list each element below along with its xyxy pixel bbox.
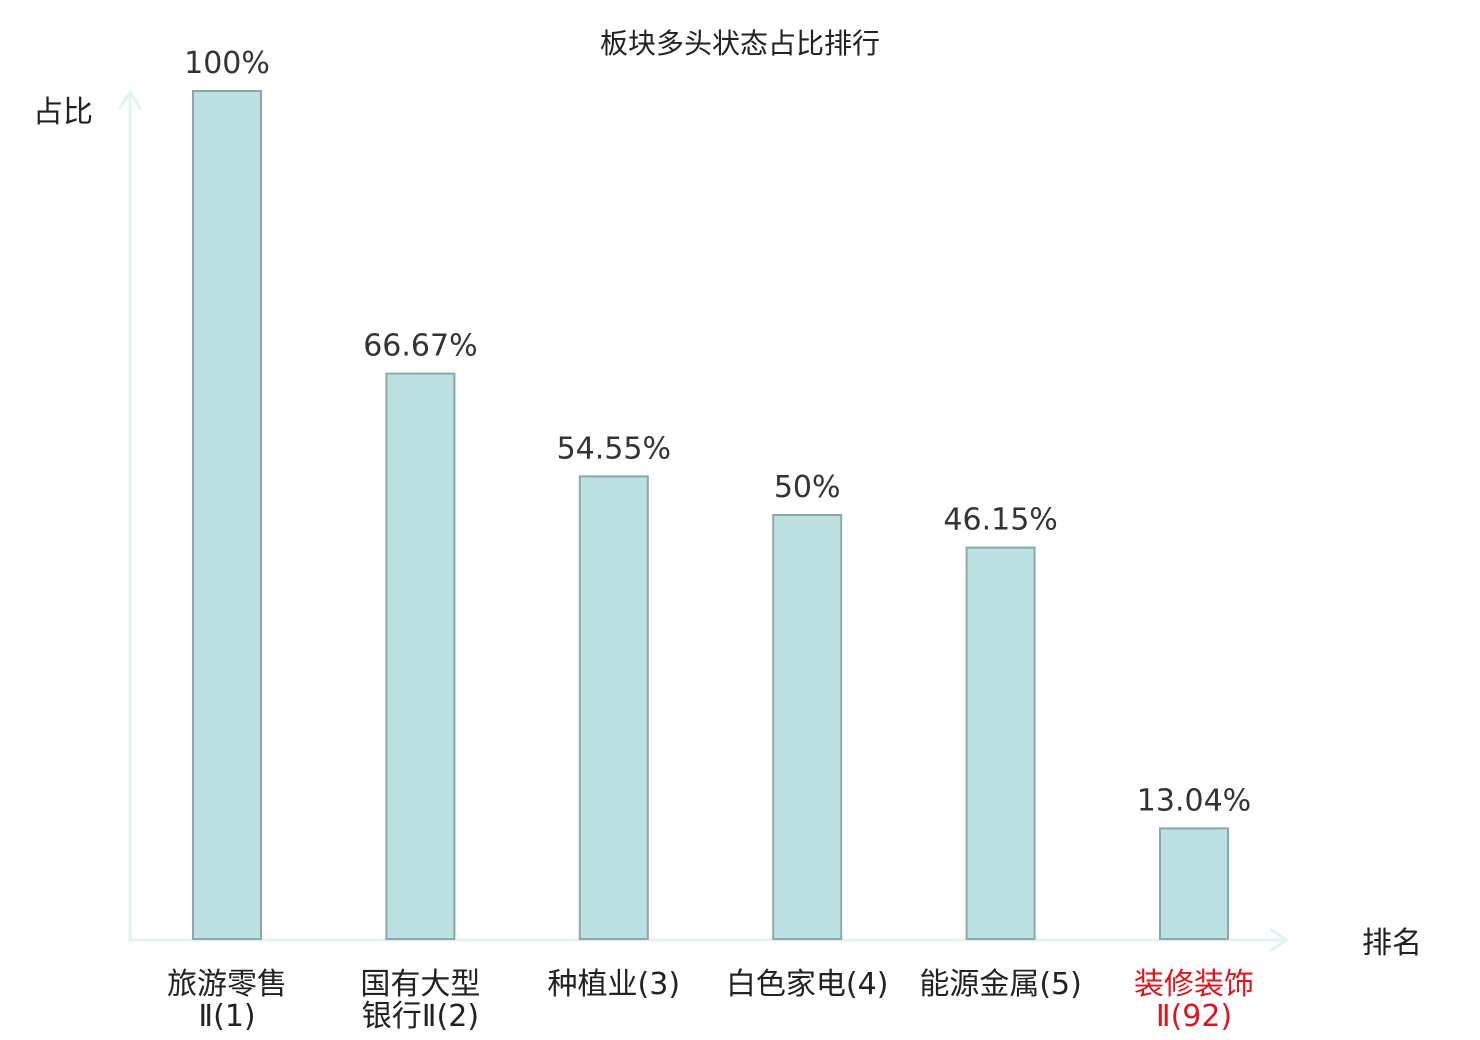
- bar-4: [772, 514, 843, 940]
- value-label-4: 50%: [774, 470, 841, 505]
- category-label-5: 能源金属(5): [919, 967, 1082, 1002]
- category-label-6-line2: Ⅱ(92): [1156, 999, 1232, 1034]
- value-label-2: 66.67%: [363, 329, 477, 364]
- category-label-1-line2: Ⅱ(1): [198, 999, 255, 1034]
- category-label-1: 旅游零售: [167, 967, 287, 1002]
- category-label-3: 种植业(3): [548, 967, 681, 1002]
- x-axis-arrow: [1269, 928, 1289, 952]
- bar-2: [385, 372, 456, 941]
- bar-1: [192, 90, 262, 940]
- x-axis-label: 排名: [1362, 926, 1422, 961]
- bar-3: [578, 475, 649, 940]
- bar-5: [965, 546, 1036, 940]
- value-label-1: 100%: [184, 46, 270, 81]
- value-label-3: 54.55%: [557, 431, 671, 466]
- value-labels-group: 100% 66.67% 54.55% 50% 46.15% 13.04%: [184, 46, 1251, 818]
- category-label-4: 白色家电(4): [726, 967, 889, 1002]
- axes: [118, 90, 1289, 952]
- category-label-6: 装修装饰: [1134, 967, 1254, 1002]
- value-label-5: 46.15%: [943, 503, 1057, 538]
- value-label-6: 13.04%: [1137, 783, 1251, 818]
- y-axis-label: 占比: [33, 95, 93, 130]
- category-label-2-line2: 银行Ⅱ(2): [362, 999, 479, 1034]
- chart-title: 板块多头状态占比排行: [600, 27, 880, 60]
- category-label-2: 国有大型: [360, 967, 480, 1002]
- bars-group: [192, 90, 1229, 941]
- bar-6: [1159, 827, 1229, 941]
- y-axis-arrow: [118, 90, 142, 110]
